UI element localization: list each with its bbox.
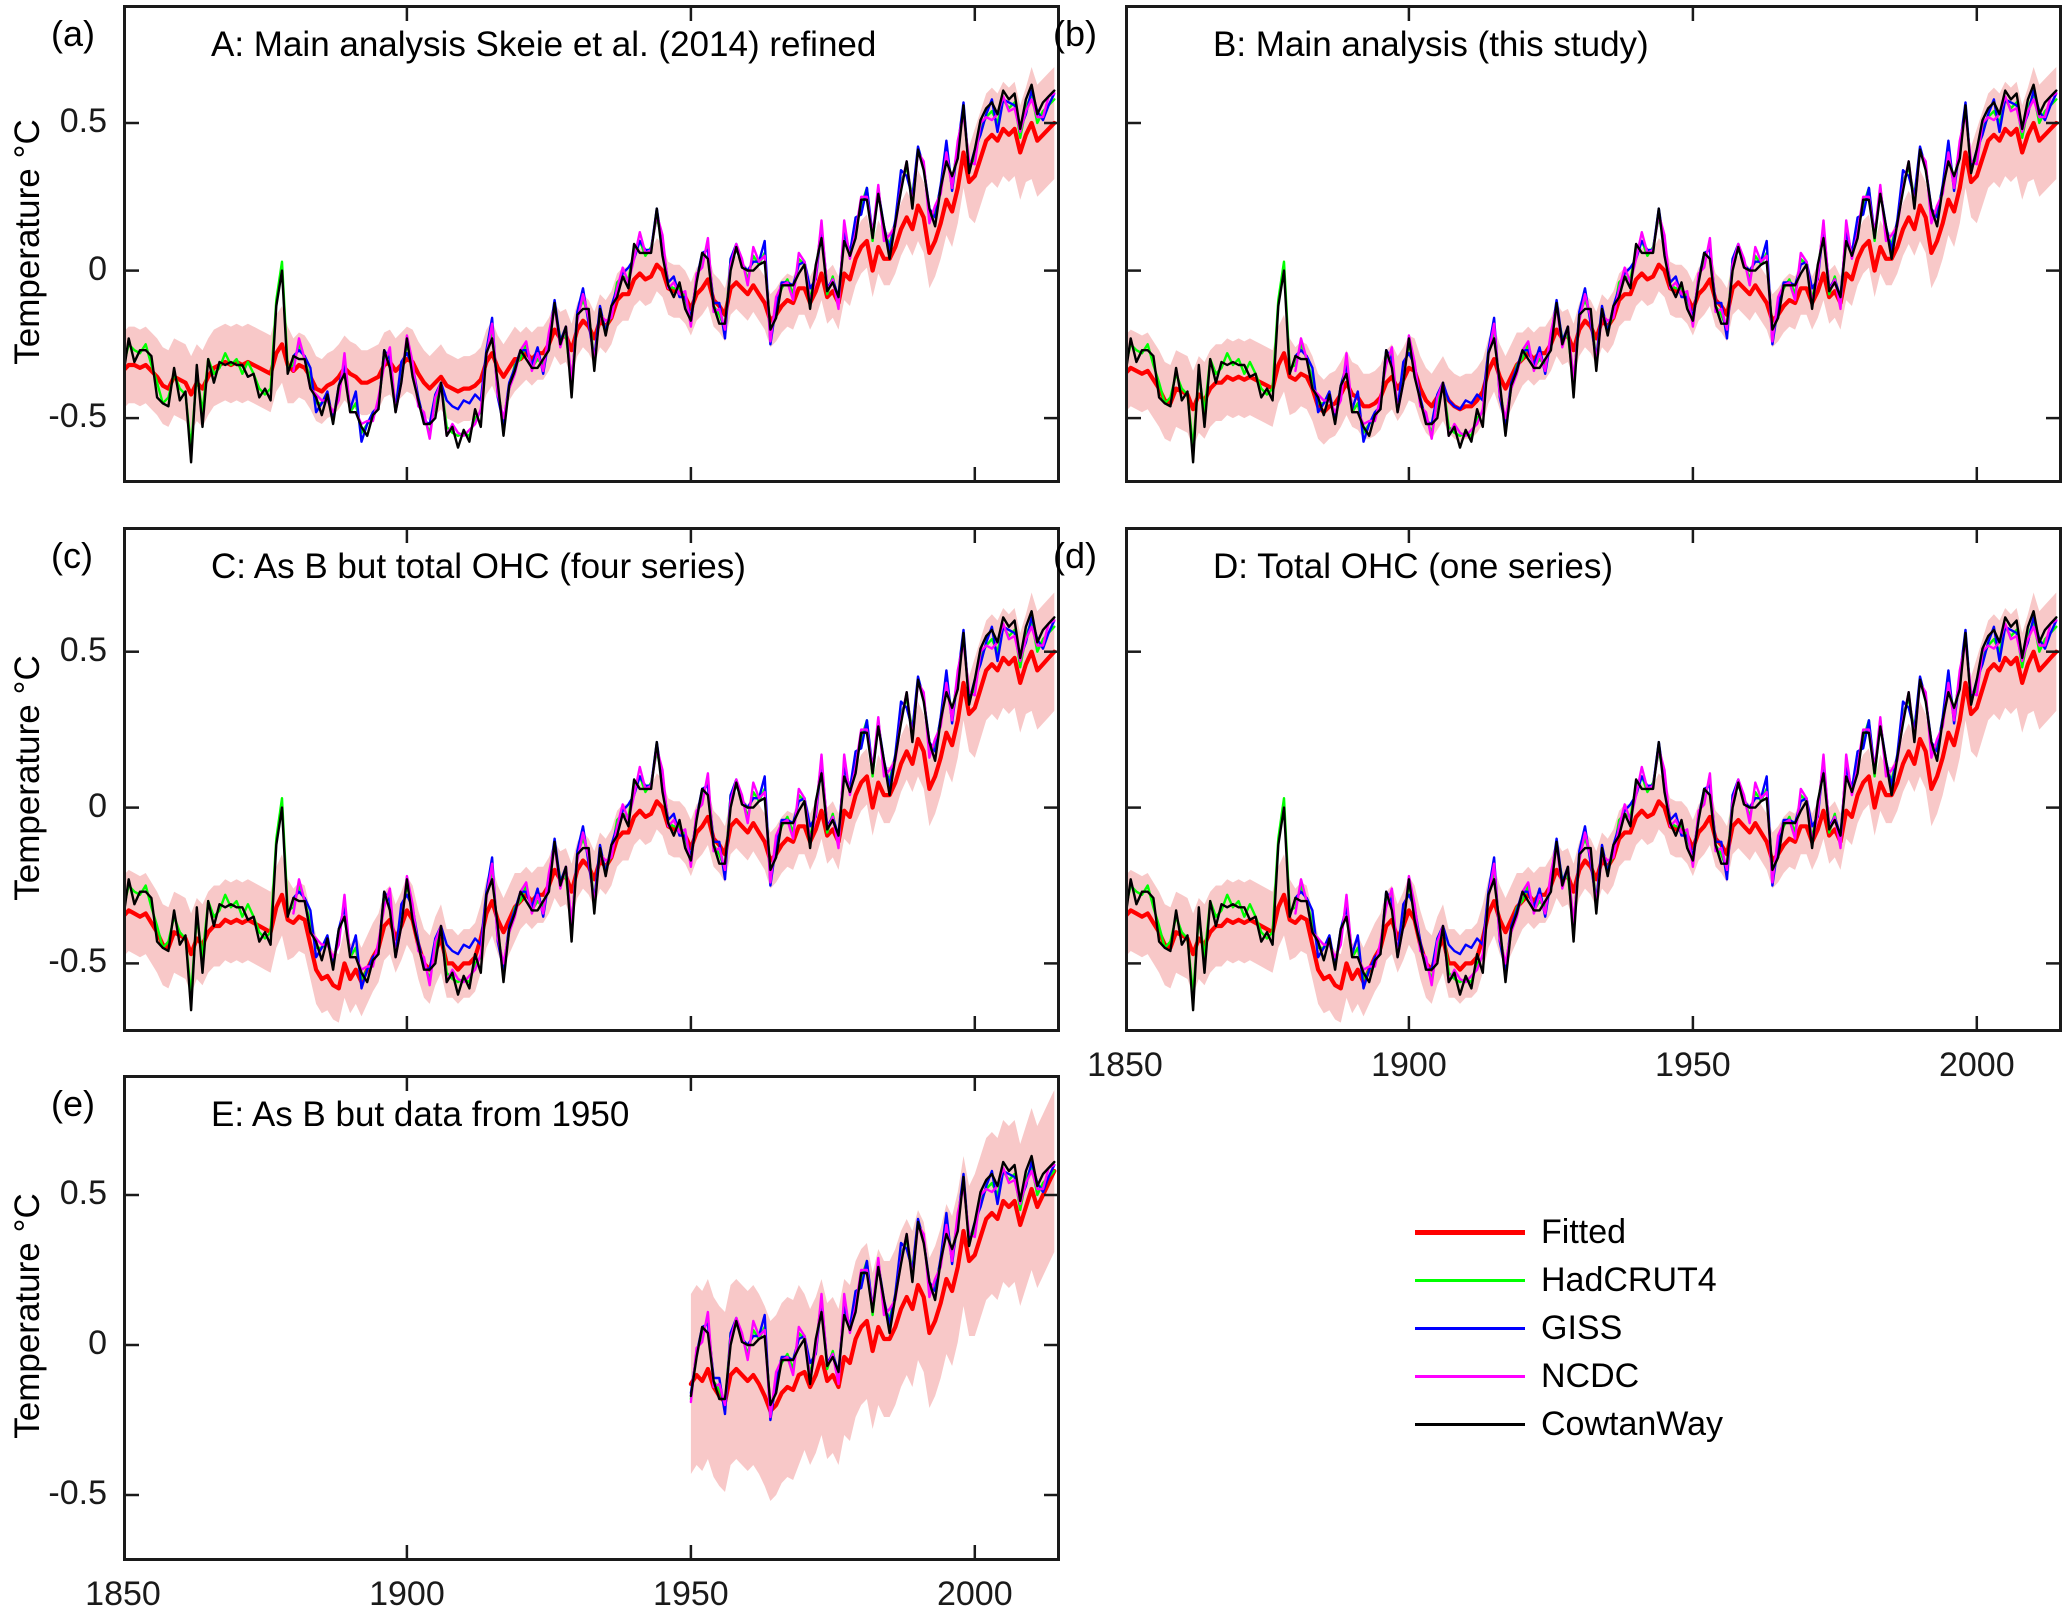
- y-tick-label: 0: [88, 249, 107, 288]
- panel-b-title: B: Main analysis (this study): [1213, 25, 1649, 64]
- y-tick-label: -0.5: [48, 942, 107, 981]
- legend-label-ncdc: NCDC: [1541, 1356, 1640, 1395]
- legend-line-giss: [1415, 1326, 1525, 1330]
- panel-c-chart: [123, 527, 1060, 1032]
- y-tick-label: 0.5: [59, 1174, 107, 1212]
- panel-d-title: D: Total OHC (one series): [1213, 547, 1614, 586]
- panel-d-chart: [1125, 527, 2062, 1032]
- panel-a-plot-area: A: Main analysis Skeie et al. (2014) ref…: [123, 5, 1060, 483]
- series-line-cowtanway: [689, 1154, 1056, 1407]
- panel-d-plot-area: D: Total OHC (one series): [1125, 527, 2062, 1032]
- legend-line-fitted: [1415, 1229, 1525, 1235]
- x-tick-label: 1950: [1655, 1046, 1731, 1084]
- series-line-cowtanway: [1125, 83, 2058, 464]
- panel-b-corner-label: (b): [1053, 13, 1097, 54]
- panel-c-corner-label: (c): [51, 535, 93, 576]
- x-tick-label: 1950: [653, 1575, 729, 1613]
- legend-label-fitted: Fitted: [1541, 1212, 1627, 1251]
- panel-e-plot-area: E: As B but data from 1950: [123, 1075, 1060, 1561]
- panel-e-title: E: As B but data from 1950: [211, 1095, 630, 1134]
- legend: Fitted HadCRUT4 GISS NCDC CowtanWay: [1415, 1208, 1723, 1448]
- uncertainty-band: [690, 1090, 1055, 1501]
- x-tick-label: 1850: [85, 1575, 161, 1613]
- legend-line-hadcrut4: [1415, 1278, 1525, 1282]
- y-tick-label: 0: [88, 786, 107, 825]
- panel-b-plot-area: B: Main analysis (this study): [1125, 5, 2062, 483]
- x-tick-label: 2000: [1938, 1046, 2015, 1084]
- x-tick-label: 1850: [1087, 1046, 1163, 1084]
- x-tick-label: 2000: [936, 1575, 1013, 1613]
- legend-label-hadcrut4: HadCRUT4: [1541, 1260, 1717, 1299]
- series-line-cowtanway: [123, 83, 1056, 464]
- x-tick-label: 1900: [1371, 1046, 1447, 1084]
- y-tick-label: 0.5: [59, 102, 107, 141]
- legend-label-cowtanway: CowtanWay: [1541, 1404, 1724, 1443]
- legend-line-ncdc: [1415, 1374, 1525, 1378]
- panel-c-plot-area: C: As B but total OHC (four series): [123, 527, 1060, 1032]
- panel-e-corner-label: (e): [51, 1083, 95, 1124]
- panel-e-chart: [123, 1075, 1060, 1561]
- y-tick-label: 0.5: [59, 630, 107, 669]
- uncertainty-band: [1125, 592, 2057, 1023]
- panel-a-corner-label: (a): [51, 13, 95, 54]
- legend-item-ncdc: NCDC: [1415, 1352, 1723, 1400]
- panel-a-chart: [123, 5, 1060, 483]
- panel-d-corner-label: (d): [1053, 535, 1097, 576]
- panel-c-title: C: As B but total OHC (four series): [211, 547, 746, 586]
- series-line-cowtanway: [123, 610, 1056, 1012]
- legend-item-giss: GISS: [1415, 1304, 1723, 1352]
- panel-b-chart: [1125, 5, 2062, 483]
- legend-item-hadcrut4: HadCRUT4: [1415, 1256, 1723, 1304]
- series-line-fitted: [688, 1168, 1057, 1414]
- legend-line-cowtanway: [1415, 1422, 1525, 1426]
- uncertainty-band: [123, 67, 1055, 433]
- y-tick-label: 0: [88, 1324, 107, 1362]
- legend-item-fitted: Fitted: [1415, 1208, 1723, 1256]
- y-tick-label: -0.5: [48, 1474, 107, 1512]
- uncertainty-band: [123, 592, 1055, 1023]
- panel-a-title: A: Main analysis Skeie et al. (2014) ref…: [211, 25, 877, 64]
- series-line-cowtanway: [1125, 610, 2058, 1012]
- y-tick-label: -0.5: [48, 397, 107, 436]
- legend-item-cowtanway: CowtanWay: [1415, 1400, 1723, 1448]
- legend-label-giss: GISS: [1541, 1308, 1623, 1347]
- x-tick-label: 1900: [369, 1575, 445, 1613]
